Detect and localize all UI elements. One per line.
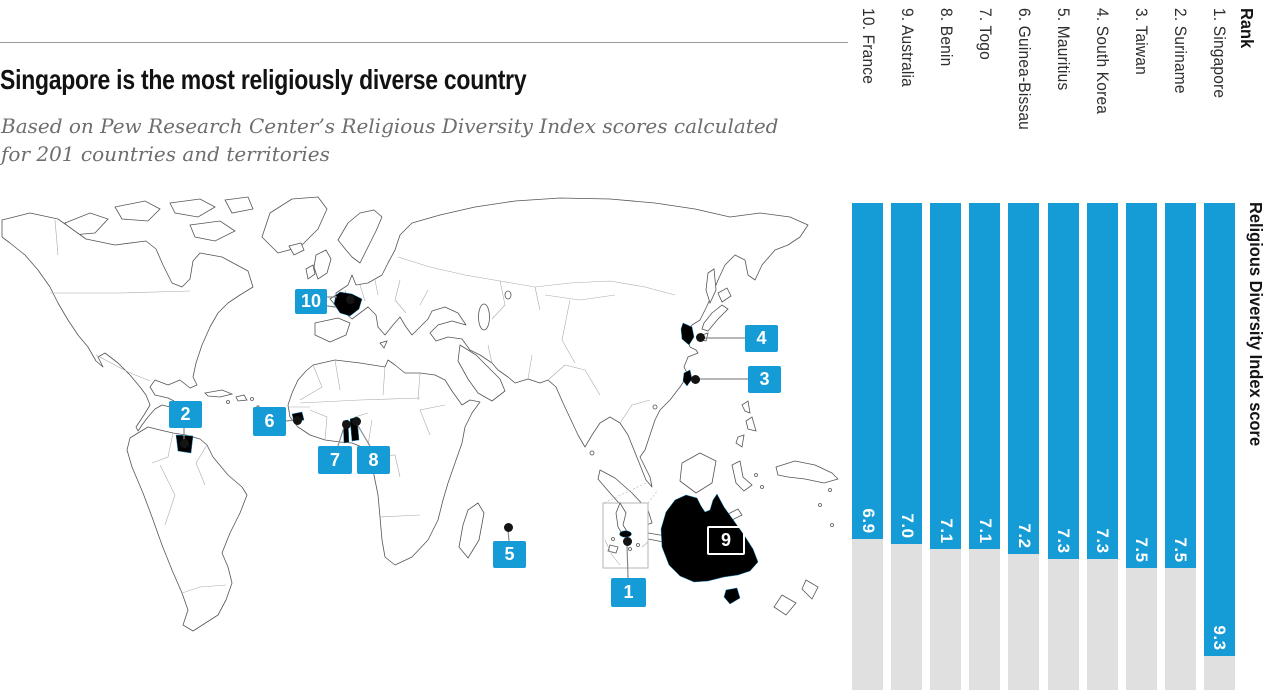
bar-score-label: 7.2	[1014, 523, 1034, 549]
map-marker-togo: 7	[318, 446, 352, 474]
bar-category-label: 9. Australia	[897, 8, 916, 87]
bar-category-label: 2. Suriname	[1171, 8, 1190, 94]
bar-score-label: 7.0	[897, 513, 917, 539]
bar-remainder	[1125, 568, 1157, 690]
country-dot	[179, 438, 189, 448]
world-map: 1 2 3 4 5 6 7 8 9 10	[0, 195, 845, 700]
landmass-sulawesi	[731, 460, 753, 492]
bar-remainder	[1164, 568, 1196, 690]
country-south-korea	[680, 322, 695, 346]
bar-score-label: 7.3	[1054, 527, 1073, 554]
landmass-philippines	[741, 400, 751, 414]
rank-header: Rank	[1237, 8, 1257, 49]
landmass-japan-hokkaido	[717, 287, 732, 303]
country-dot	[292, 415, 302, 425]
bar-fill: 7.1	[969, 203, 1001, 549]
bar-category-label: 8. Benin	[936, 8, 955, 67]
landmass-iberia	[314, 317, 351, 343]
bar-remainder	[1008, 553, 1040, 690]
bar-score-label: 9.3	[1210, 625, 1230, 651]
bar-fill: 7.3	[1047, 203, 1079, 559]
country-australia-tasmania	[723, 587, 741, 605]
bar-remainder	[930, 548, 962, 690]
landmass-scandinavia	[337, 209, 383, 264]
country-dot	[695, 332, 705, 342]
country-dot	[341, 419, 351, 429]
landmass-eurasia	[329, 197, 809, 488]
landmass-sakhalin	[705, 268, 717, 305]
bar-remainder	[1086, 558, 1118, 690]
bar-score-label: 7.5	[1132, 537, 1152, 563]
bar-fill: 7.1	[930, 203, 962, 549]
country-taiwan	[682, 369, 693, 387]
country-dot	[690, 374, 700, 384]
bar-fill: 7.5	[1125, 203, 1157, 569]
landmass-uk	[313, 249, 332, 280]
subtitle-line2: for 201 countries and territories	[1, 142, 330, 166]
landmass-new-guinea	[775, 460, 839, 484]
bar-category-label: 4. South Korea	[1093, 8, 1112, 115]
landmass-iceland	[288, 242, 305, 256]
bar-score-label: 7.1	[975, 518, 995, 544]
page-title: Singapore is the most religiously divers…	[0, 64, 527, 95]
bar-fill: 7.5	[1164, 203, 1196, 569]
bar-remainder	[969, 548, 1001, 690]
map-marker-taiwan: 3	[748, 366, 781, 393]
bar-category-label: 6. Guinea-Bissau	[1014, 8, 1033, 130]
bar-remainder	[891, 543, 923, 690]
landmass-ireland	[305, 264, 316, 280]
top-divider	[0, 42, 848, 43]
bar-fill: 7.3	[1086, 203, 1118, 559]
bar-fill: 6.9	[852, 203, 883, 540]
country-dot	[622, 536, 632, 546]
landmass-north-america	[1, 212, 254, 432]
bar-remainder	[1203, 655, 1235, 690]
bar-remainder	[1047, 558, 1079, 690]
bar-category-label: 10. France	[858, 8, 877, 85]
bar-category-label: 5. Mauritius	[1054, 8, 1072, 91]
bar-fill: 7.0	[891, 203, 923, 544]
map-marker-benin: 8	[357, 446, 390, 474]
bar-score-label: 6.9	[858, 508, 878, 534]
subtitle-line1: Based on Pew Research Center’s Religious…	[1, 114, 779, 138]
bar-category-label: 7. Togo	[975, 8, 994, 60]
page-subtitle: Based on Pew Research Center’s Religious…	[1, 112, 778, 168]
landmass-new-zealand	[801, 579, 819, 600]
country-dot	[345, 294, 355, 304]
map-marker-france: 10	[295, 289, 327, 314]
map-marker-suriname: 2	[169, 401, 202, 428]
landmass-japan-honshu	[701, 304, 729, 332]
bar-score-label: 7.1	[936, 518, 956, 544]
bar-fill: 9.3	[1203, 203, 1235, 656]
caspian-sea	[478, 303, 490, 331]
map-marker-singapore: 1	[611, 578, 646, 607]
bar-fill: 7.2	[1008, 203, 1040, 554]
country-dot	[503, 522, 513, 532]
landmass-south-america	[126, 426, 248, 632]
bar-remainder	[852, 539, 883, 690]
bar-category-label: 3. Taiwan	[1132, 8, 1151, 75]
landmass-madagascar	[458, 502, 485, 559]
bar-score-label: 7.3	[1093, 527, 1113, 554]
map-marker-mauritius: 5	[493, 541, 526, 568]
map-marker-australia: 9	[707, 526, 745, 555]
country-dot	[351, 416, 361, 426]
bar-category-label: 1. Singapore	[1210, 8, 1229, 99]
bar-score-label: 7.5	[1171, 537, 1191, 563]
landmass-greenland	[261, 196, 328, 254]
country-australia	[660, 493, 759, 583]
axis-title: Religious Diversity Index score	[1246, 202, 1266, 447]
landmass-borneo	[679, 452, 717, 494]
landmass-cuba	[204, 389, 234, 398]
map-marker-guinea-bissau: 6	[253, 407, 286, 436]
landmass-arabia	[457, 344, 506, 402]
country-france	[333, 291, 363, 317]
world-map-svg	[1, 196, 839, 632]
map-marker-south-korea: 4	[745, 325, 778, 352]
